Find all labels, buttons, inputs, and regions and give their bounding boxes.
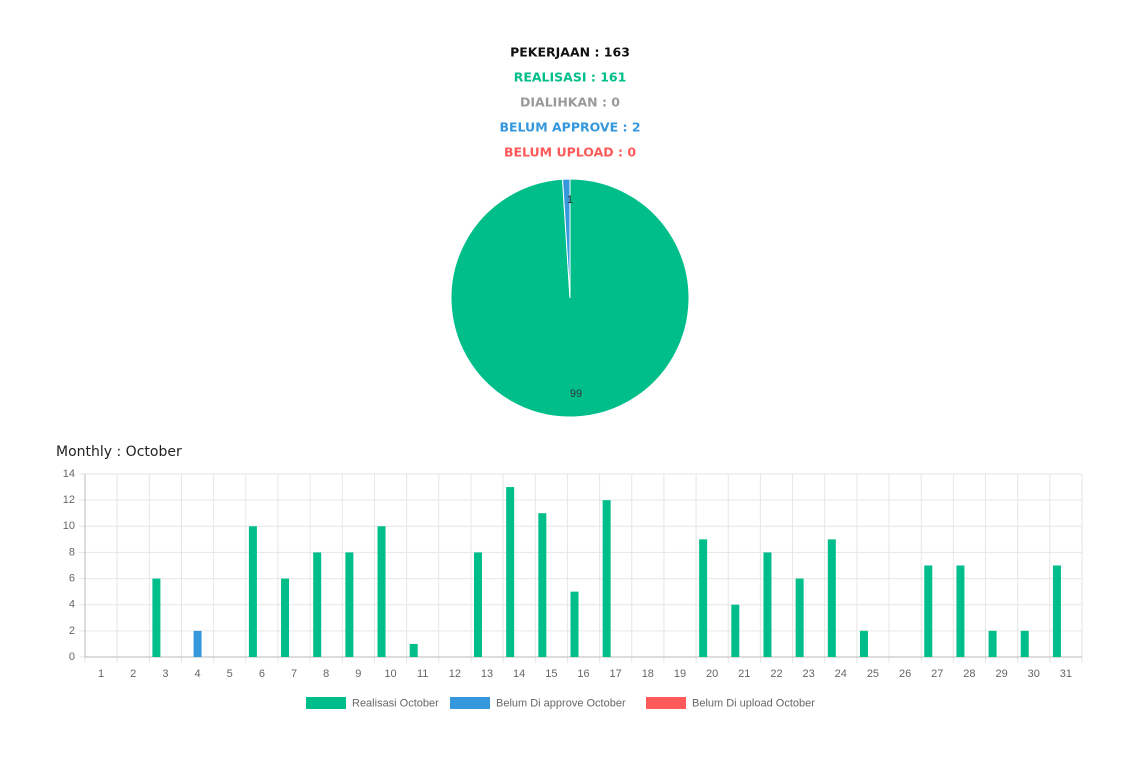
x-tick-label: 16 <box>577 668 589 680</box>
bar <box>248 526 257 657</box>
summary-line: REALISASI : 161 <box>514 70 627 85</box>
x-tick-label: 19 <box>674 668 686 680</box>
bar <box>602 500 611 657</box>
bar <box>152 578 161 657</box>
pie-label: 1 <box>567 194 573 206</box>
summary-line: PEKERJAAN : 163 <box>510 45 630 60</box>
x-tick-label: 21 <box>738 668 750 680</box>
bar-chart-title: Monthly : October <box>56 444 182 460</box>
x-tick-label: 13 <box>481 668 493 680</box>
x-tick-label: 24 <box>835 668 847 680</box>
bar <box>1052 565 1061 657</box>
x-tick-label: 6 <box>259 668 265 680</box>
x-tick-label: 28 <box>963 668 975 680</box>
y-tick-label: 8 <box>69 546 75 558</box>
bar <box>956 565 965 657</box>
bar <box>731 604 740 657</box>
legend-swatch <box>306 697 346 709</box>
x-tick-label: 11 <box>417 668 428 680</box>
x-tick-label: 26 <box>899 668 911 680</box>
y-tick-label: 4 <box>69 599 75 611</box>
bar <box>313 552 322 657</box>
bar <box>409 643 418 657</box>
y-tick-label: 12 <box>63 494 75 506</box>
legend-label: Belum Di upload October <box>692 697 815 709</box>
x-tick-label: 3 <box>162 668 168 680</box>
x-tick-label: 30 <box>1028 668 1040 680</box>
bar <box>924 565 933 657</box>
x-tick-label: 2 <box>130 668 136 680</box>
y-tick-label: 2 <box>69 625 75 637</box>
x-tick-label: 5 <box>227 668 233 680</box>
legend-label: Realisasi October <box>352 697 439 709</box>
bar <box>988 630 997 657</box>
pie-slice <box>561 178 571 299</box>
bar <box>193 630 202 657</box>
y-tick-label: 14 <box>63 468 75 480</box>
x-tick-label: 27 <box>931 668 943 680</box>
legend-swatch <box>646 697 686 709</box>
x-tick-label: 18 <box>642 668 654 680</box>
bar <box>795 578 804 657</box>
summary-line: BELUM UPLOAD : 0 <box>504 145 636 160</box>
bar <box>474 552 483 657</box>
x-tick-label: 4 <box>195 668 201 680</box>
y-tick-label: 10 <box>63 520 75 532</box>
summary-line: BELUM APPROVE : 2 <box>499 120 640 135</box>
legend-label: Belum Di approve October <box>496 697 626 709</box>
bar <box>345 552 354 657</box>
bar <box>1020 630 1029 657</box>
x-tick-label: 15 <box>545 668 557 680</box>
y-tick-label: 6 <box>69 572 75 584</box>
bar <box>506 487 515 657</box>
bar <box>281 578 290 657</box>
x-tick-label: 7 <box>291 668 297 680</box>
bar <box>859 630 868 657</box>
x-tick-label: 12 <box>449 668 461 680</box>
bar <box>377 526 386 657</box>
x-tick-label: 17 <box>610 668 622 680</box>
x-tick-label: 20 <box>706 668 718 680</box>
bar <box>570 591 579 657</box>
bar <box>538 513 547 657</box>
y-tick-label: 0 <box>69 651 75 663</box>
x-tick-label: 22 <box>770 668 782 680</box>
bar <box>763 552 772 657</box>
x-tick-label: 10 <box>384 668 396 680</box>
x-tick-label: 1 <box>98 668 104 680</box>
x-tick-label: 31 <box>1060 668 1072 680</box>
bar <box>827 539 836 657</box>
x-tick-label: 23 <box>803 668 815 680</box>
x-tick-label: 8 <box>323 668 329 680</box>
x-tick-label: 9 <box>355 668 361 680</box>
pie-label: 99 <box>570 388 582 400</box>
legend-swatch <box>450 697 490 709</box>
x-tick-label: 25 <box>867 668 879 680</box>
bar <box>699 539 708 657</box>
x-tick-label: 14 <box>513 668 525 680</box>
summary-line: DIALIHKAN : 0 <box>520 95 620 110</box>
x-tick-label: 29 <box>995 668 1007 680</box>
